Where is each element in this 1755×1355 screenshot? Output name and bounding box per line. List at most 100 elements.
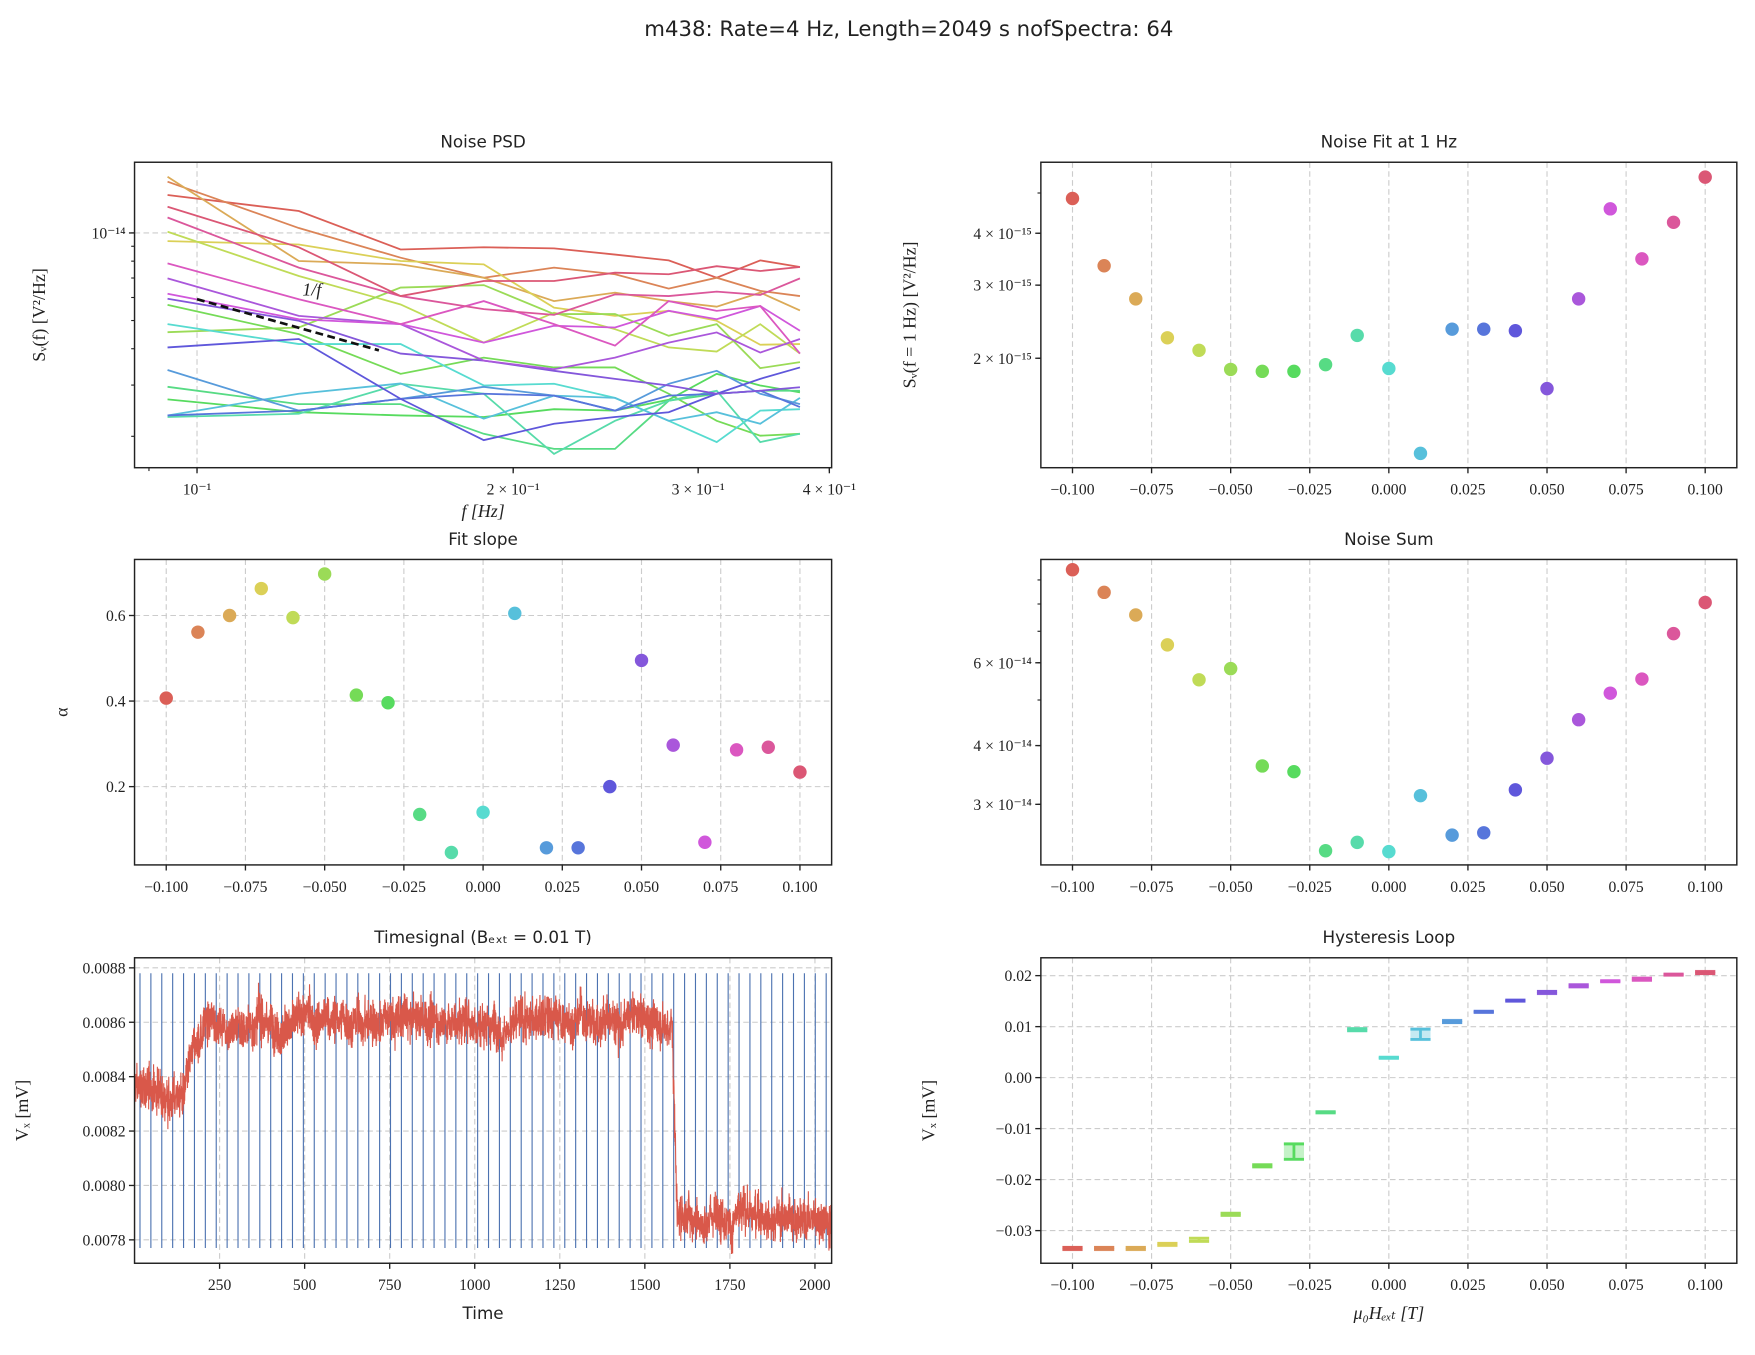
x-tick-label: −0.100 <box>1050 1277 1094 1294</box>
scatter-point <box>729 743 744 757</box>
scatter-point <box>1350 328 1364 343</box>
scatter-point <box>317 567 332 581</box>
x-tick-label: −0.075 <box>1130 1277 1174 1294</box>
errorbar-point <box>1220 1211 1241 1217</box>
x-tick-label: −0.050 <box>1209 482 1253 499</box>
panel-hysteresis: −0.100 −0.075 −0.050 −0.025 0.000 0.025 0.050 0… <box>919 927 1738 1323</box>
errorbar-point <box>1695 969 1716 976</box>
y-tick-label: 4 × 10⁻¹⁴ <box>973 738 1032 755</box>
scatter-point <box>1097 585 1111 600</box>
errorbar-point <box>1600 979 1621 984</box>
scatter-point <box>1129 608 1143 622</box>
plot-area <box>1065 170 1712 461</box>
x-tick-label: 0.050 <box>1529 482 1564 499</box>
y-axis-label: Vₓ [mV] <box>919 1080 939 1141</box>
errorbar-point <box>1410 1027 1431 1042</box>
scatter-point <box>1192 673 1206 687</box>
psd-series-line <box>167 338 801 442</box>
x-tick-label: −0.075 <box>1130 482 1174 499</box>
x-tick-label: 1500 <box>629 1277 660 1294</box>
psd-series-line <box>167 277 801 371</box>
x-tick-label: 0.050 <box>1529 879 1564 896</box>
errorbar-point <box>1663 972 1684 977</box>
psd-series-line <box>167 205 801 297</box>
scatter-point <box>1287 364 1301 379</box>
scatter-point <box>1698 170 1712 184</box>
x-tick-label: −0.100 <box>1050 879 1094 896</box>
x-tick-label: 0.025 <box>545 879 580 896</box>
y-tick-label: 3 × 10⁻¹⁴ <box>973 797 1032 814</box>
y-tick-label: 0.01 <box>1005 1019 1032 1036</box>
x-tick-label: 1250 <box>544 1277 575 1294</box>
errorbar-point <box>1347 1026 1368 1033</box>
scatter-point <box>1223 362 1238 377</box>
panel-title: Noise PSD <box>440 132 525 152</box>
y-tick-label: −0.01 <box>996 1121 1032 1138</box>
panel-title: Hysteresis Loop <box>1323 927 1456 947</box>
scatter-point <box>1603 202 1617 216</box>
x-tick-label: −0.050 <box>303 879 347 896</box>
scatter-point <box>1065 191 1080 206</box>
scatter-point <box>159 691 173 705</box>
x-tick-label: −0.100 <box>1050 482 1094 499</box>
scatter-point <box>603 779 617 794</box>
scatter-point <box>1477 826 1491 840</box>
x-tick-label: 2 × 10⁻¹ <box>487 482 540 499</box>
y-tick-label: 10⁻¹⁴ <box>92 226 127 243</box>
y-axis-label: α <box>51 707 71 716</box>
scatter-point <box>1445 322 1459 336</box>
errorbar-point <box>1157 1241 1178 1248</box>
scatter-point <box>1508 323 1523 338</box>
y-axis-label: Vₓ [mV] <box>12 1080 32 1141</box>
y-tick-label: 0.00 <box>1005 1070 1033 1087</box>
scatter-point <box>1350 835 1364 850</box>
scatter-point <box>1635 252 1649 266</box>
scatter-point <box>1666 215 1681 230</box>
scatter-point <box>412 807 427 822</box>
scatter-point <box>1318 357 1333 372</box>
x-tick-label: −0.050 <box>1209 879 1253 896</box>
errorbar-point <box>1315 1110 1336 1115</box>
panel-title: Noise Sum <box>1344 529 1433 549</box>
panel-title: Timesignal (Bₑₓₜ = 0.01 T) <box>373 927 592 947</box>
scatter-point <box>444 845 459 860</box>
x-tick-label: −0.025 <box>1288 482 1332 499</box>
psd-series-line <box>167 382 801 456</box>
scatter-point <box>1318 844 1333 858</box>
scatter-point <box>254 581 268 596</box>
x-axis-label: f [Hz] <box>461 501 504 521</box>
scatter-point <box>793 765 807 779</box>
axes-frame <box>133 161 833 469</box>
errorbar-point <box>1536 989 1558 996</box>
errorbar-point <box>1188 1236 1210 1243</box>
y-tick-label: 2 × 10⁻¹⁵ <box>973 351 1032 368</box>
x-tick-label: −0.050 <box>1209 1277 1253 1294</box>
x-tick-label: 0.025 <box>1450 482 1485 499</box>
scatter-point <box>1382 844 1396 859</box>
reference-line-1-over-f <box>196 297 380 352</box>
x-tick-label: 1750 <box>714 1277 745 1294</box>
scatter-point <box>1255 759 1270 773</box>
psd-series-line <box>167 297 801 395</box>
x-axis-label: Time <box>462 1303 504 1323</box>
y-tick-label: 6 × 10⁻¹⁴ <box>973 655 1032 672</box>
psd-series-line <box>167 292 801 344</box>
x-tick-label: 0.100 <box>782 879 817 896</box>
y-tick-label: 0.6 <box>106 608 126 625</box>
scatter-point <box>761 740 775 754</box>
x-tick-label: −0.100 <box>144 879 188 896</box>
errorbar-point <box>1062 1245 1083 1252</box>
psd-series-line <box>167 216 801 316</box>
y-tick-label: −0.03 <box>996 1223 1032 1240</box>
errorbar-point <box>1125 1245 1146 1252</box>
scatter-point <box>1287 764 1301 779</box>
scatter-point <box>1445 828 1459 842</box>
psd-series-line <box>167 262 801 355</box>
x-axis-label: μ₀Hₑₓₜ [T] <box>1353 1303 1425 1323</box>
x-tick-label: 0.075 <box>1608 482 1643 499</box>
psd-series-line <box>167 304 801 437</box>
x-tick-label: 750 <box>378 1277 402 1294</box>
y-tick-label: 0.02 <box>1005 968 1032 985</box>
x-tick-label: 4 × 10⁻¹ <box>803 482 856 499</box>
scatter-point <box>191 625 205 639</box>
